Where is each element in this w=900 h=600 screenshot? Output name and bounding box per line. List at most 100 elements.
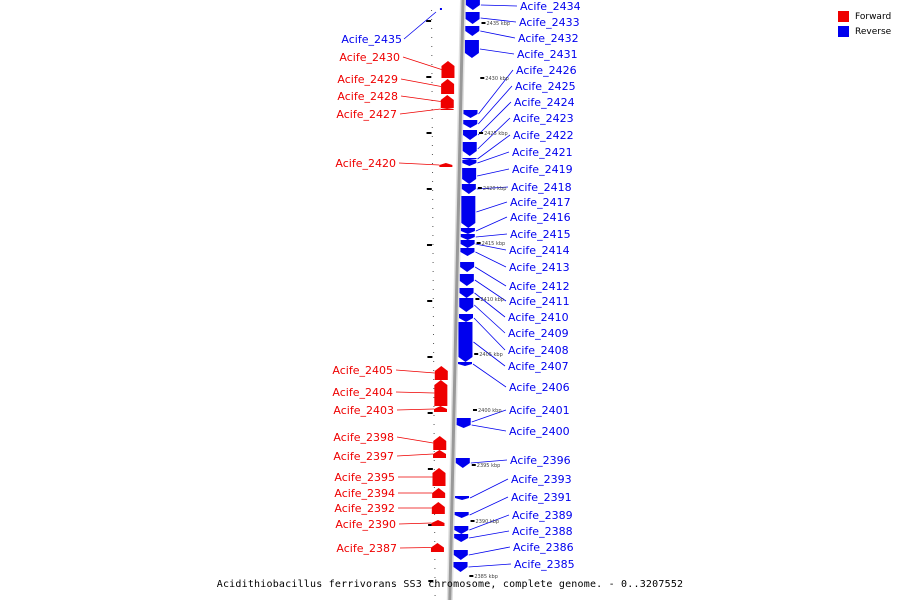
gene-label-Acife_2433[interactable]: Acife_2433: [519, 16, 580, 29]
forward-gene-Acife_2390[interactable]: [431, 520, 445, 526]
gene-label-Acife_2418[interactable]: Acife_2418: [511, 181, 572, 194]
reverse-gene-Acife_2423[interactable]: [462, 142, 477, 156]
gene-label-Acife_2409[interactable]: Acife_2409: [508, 327, 569, 340]
gene-label-Acife_2397[interactable]: Acife_2397: [333, 450, 394, 463]
reverse-gene-Acife_2391[interactable]: [454, 512, 469, 518]
reverse-gene-Acife_2417[interactable]: [461, 196, 476, 228]
gene-label-Acife_2403[interactable]: Acife_2403: [333, 404, 394, 417]
gene-label-Acife_2405[interactable]: Acife_2405: [332, 364, 393, 377]
reverse-gene-Acife_2413[interactable]: [460, 248, 475, 256]
reverse-gene-Acife_2389[interactable]: [454, 526, 469, 534]
reverse-gene-Acife_2418[interactable]: [461, 184, 476, 194]
gene-label-Acife_2406[interactable]: Acife_2406: [509, 381, 570, 394]
gene-label-Acife_2389[interactable]: Acife_2389: [512, 509, 573, 522]
reverse-gene-Acife_2424[interactable]: [463, 130, 478, 140]
reverse-gene-Acife_2434[interactable]: [465, 0, 480, 10]
gene-label-Acife_2387[interactable]: Acife_2387: [336, 542, 397, 555]
gene-label-Acife_2419[interactable]: Acife_2419: [512, 163, 573, 176]
reverse-gene-Acife_2396[interactable]: [455, 458, 470, 468]
gene-label-Acife_2411[interactable]: Acife_2411: [509, 295, 570, 308]
reverse-gene-Acife_2411[interactable]: [459, 274, 474, 286]
gene-label-Acife_2398[interactable]: Acife_2398: [333, 431, 394, 444]
reverse-gene-Acife_2416[interactable]: [460, 228, 475, 234]
reverse-gene-Acife_2433[interactable]: [465, 12, 480, 24]
reverse-gene-Acife_2407[interactable]: [458, 322, 473, 362]
forward-gene-Acife_2404[interactable]: [434, 380, 448, 406]
gene-label-Acife_2413[interactable]: Acife_2413: [509, 261, 570, 274]
gene-label-Acife_2385[interactable]: Acife_2385: [514, 558, 575, 571]
reverse-gene-Acife_2426[interactable]: [463, 110, 478, 118]
reverse-gene-Acife_2431[interactable]: [464, 40, 479, 58]
gene-label-Acife_2425[interactable]: Acife_2425: [515, 80, 576, 93]
gene-label-Acife_2434[interactable]: Acife_2434: [520, 0, 581, 13]
gene-label-Acife_2414[interactable]: Acife_2414: [509, 244, 570, 257]
gene-label-Acife_2390[interactable]: Acife_2390: [335, 518, 396, 531]
gene-label-Acife_2395[interactable]: Acife_2395: [334, 471, 395, 484]
gene-label-Acife_2417[interactable]: Acife_2417: [510, 196, 571, 209]
gene-label-Acife_2396[interactable]: Acife_2396: [510, 454, 571, 467]
reverse-gene-Acife_2414[interactable]: [460, 240, 475, 248]
gene-label-Acife_2428[interactable]: Acife_2428: [337, 90, 398, 103]
leader-line: [474, 292, 506, 318]
reverse-gene-Acife_2388[interactable]: [454, 534, 469, 542]
gene-label-Acife_2386[interactable]: Acife_2386: [513, 541, 574, 554]
reverse-gene-Acife_2410[interactable]: [459, 288, 474, 298]
reverse-gene-Acife_2419[interactable]: [462, 168, 477, 184]
forward-gene-Acife_2392[interactable]: [431, 502, 445, 514]
gene-label-Acife_2432[interactable]: Acife_2432: [518, 32, 579, 45]
reverse-gene-Acife_2415[interactable]: [460, 234, 475, 240]
gene-label-Acife_2410[interactable]: Acife_2410: [508, 311, 569, 324]
gene-label-Acife_2401[interactable]: Acife_2401: [509, 404, 570, 417]
forward-gene-Acife_2397[interactable]: [433, 450, 447, 458]
gene-label-Acife_2392[interactable]: Acife_2392: [334, 502, 395, 515]
gene-label-Acife_2430[interactable]: Acife_2430: [339, 51, 400, 64]
gene-label-Acife_2423[interactable]: Acife_2423: [513, 112, 574, 125]
gene-label-Acife_2421[interactable]: Acife_2421: [512, 146, 573, 159]
gene-label-Acife_2435[interactable]: Acife_2435: [341, 33, 402, 46]
forward-gene-Acife_2394[interactable]: [432, 488, 446, 498]
reverse-gene-Acife_2409[interactable]: [459, 298, 474, 312]
gene-label-Acife_2431[interactable]: Acife_2431: [517, 48, 578, 61]
reverse-gene-Acife_2432[interactable]: [465, 26, 480, 36]
reverse-gene-Acife_2421[interactable]: [462, 160, 477, 166]
gene-label-Acife_2422[interactable]: Acife_2422: [513, 129, 574, 142]
gene-label-Acife_2412[interactable]: Acife_2412: [509, 280, 570, 293]
reverse-gene-Acife_2408[interactable]: [459, 314, 474, 322]
gene-label-Acife_2424[interactable]: Acife_2424: [514, 96, 575, 109]
forward-gene-Acife_2387[interactable]: [430, 543, 444, 552]
ruler-label: 2430 kbp: [485, 76, 509, 82]
gene-label-Acife_2388[interactable]: Acife_2388: [512, 525, 573, 538]
gene-label-Acife_2420[interactable]: Acife_2420: [335, 157, 396, 170]
reverse-gene-Acife_2385[interactable]: [453, 562, 468, 572]
forward-gene-Acife_2427[interactable]: [440, 108, 454, 110]
forward-gene-Acife_2395[interactable]: [432, 468, 446, 486]
gene-label-Acife_2404[interactable]: Acife_2404: [332, 386, 393, 399]
gene-label-Acife_2407[interactable]: Acife_2407: [508, 360, 569, 373]
gene-label-Acife_2427[interactable]: Acife_2427: [336, 108, 397, 121]
gene-label-Acife_2426[interactable]: Acife_2426: [516, 64, 577, 77]
reverse-gene-Acife_2425[interactable]: [463, 120, 478, 128]
track-dot: [434, 559, 436, 560]
forward-gene-Acife_2405[interactable]: [434, 366, 448, 380]
gene-label-Acife_2391[interactable]: Acife_2391: [511, 491, 572, 504]
reverse-gene-Acife_2393[interactable]: [455, 496, 470, 500]
gene-label-Acife_2408[interactable]: Acife_2408: [508, 344, 569, 357]
gene-label-Acife_2429[interactable]: Acife_2429: [337, 73, 398, 86]
reverse-gene-Acife_2386[interactable]: [453, 550, 468, 560]
forward-gene-Acife_2429[interactable]: [441, 79, 455, 94]
gene-label-Acife_2394[interactable]: Acife_2394: [334, 487, 395, 500]
gene-label-Acife_2416[interactable]: Acife_2416: [510, 211, 571, 224]
forward-gene-Acife_2398[interactable]: [433, 436, 447, 450]
gene-label-Acife_2415[interactable]: Acife_2415: [510, 228, 571, 241]
gene-label-Acife_2400[interactable]: Acife_2400: [509, 425, 570, 438]
reverse-gene-Acife_2406[interactable]: [457, 362, 472, 366]
reverse-gene-Acife_2422[interactable]: [462, 158, 477, 160]
reverse-gene-Acife_2400[interactable]: [456, 422, 471, 428]
forward-gene-Acife_2420[interactable]: [439, 163, 453, 167]
forward-gene-Acife_2430[interactable]: [441, 61, 455, 78]
reverse-gene-Acife_2412[interactable]: [460, 262, 475, 272]
reverse-gene-Acife_2435[interactable]: [439, 8, 442, 10]
forward-gene-Acife_2428[interactable]: [440, 95, 454, 108]
forward-gene-Acife_2403[interactable]: [434, 406, 448, 412]
gene-label-Acife_2393[interactable]: Acife_2393: [511, 473, 572, 486]
